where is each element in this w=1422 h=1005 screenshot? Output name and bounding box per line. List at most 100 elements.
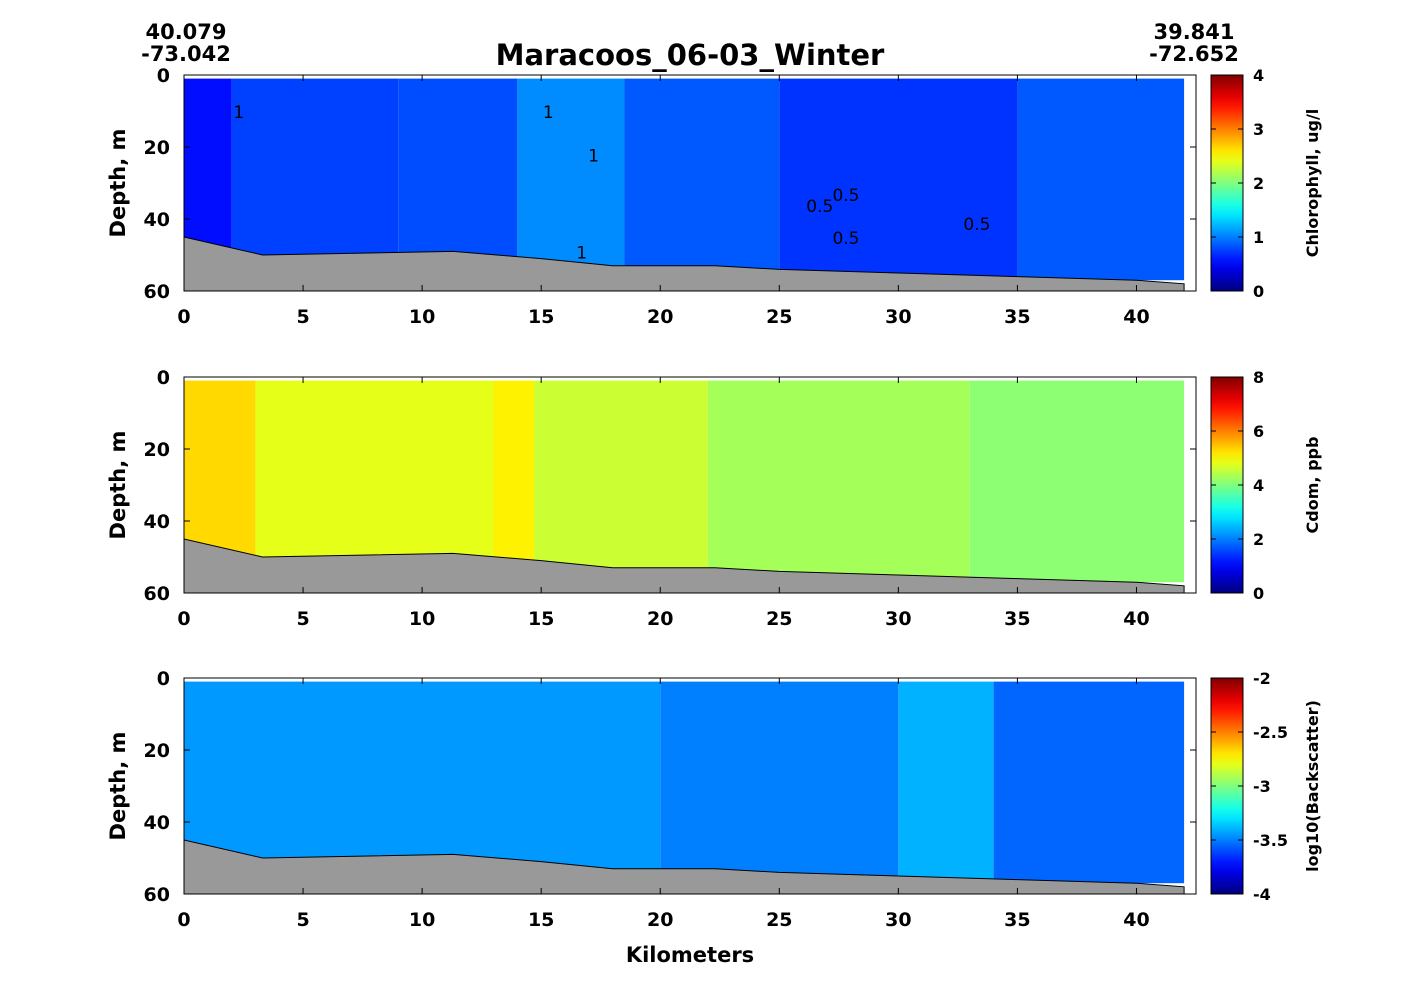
chlorophyll-y-axis-label: Depth, m (106, 129, 130, 238)
chlorophyll-contour-label: 0.5 (806, 197, 833, 217)
cdom-y-tick-label: 60 (144, 583, 170, 605)
cdom-colorbar-tick-label: 6 (1253, 422, 1264, 441)
cdom-section-3 (493, 380, 535, 583)
chlorophyll-colorbar-tick-label: 3 (1253, 120, 1264, 139)
backscatter-colorbar-tick-label: -3 (1253, 777, 1271, 796)
backscatter-colorbar-tick-label: -2.5 (1253, 723, 1288, 742)
chlorophyll-colorbar-tick-label: 4 (1253, 66, 1264, 85)
start-latitude: 40.079 (145, 20, 226, 44)
chlorophyll-x-tick-label: 25 (766, 306, 792, 328)
backscatter-colorbar-tick-label: -2 (1253, 669, 1271, 688)
backscatter-x-tick-label: 25 (766, 909, 792, 931)
cdom-y-axis-label: Depth, m (106, 431, 130, 540)
cdom-colorbar-tick-label: 2 (1253, 530, 1264, 549)
backscatter-x-tick-label: 5 (296, 909, 309, 931)
chlorophyll-contour-label: 1 (233, 103, 244, 123)
backscatter-colorbar-label: log10(Backscatter) (1303, 700, 1322, 872)
backscatter-colorbar (1210, 677, 1244, 895)
backscatter-colorbar-tick-label: -3.5 (1253, 831, 1288, 850)
chlorophyll-section-5 (624, 78, 780, 281)
chlorophyll-x-tick-label: 0 (177, 306, 190, 328)
backscatter-bathymetry (183, 839, 1185, 895)
cdom-section-6 (969, 380, 1185, 583)
backscatter-x-tick-label: 20 (647, 909, 673, 931)
cdom-panel: 0 5 10 15 20 25 30 35 40 0 20 40 60 Depth, m 0 2 4 6 8 Cdom… (106, 367, 1322, 630)
cdom-y-tick-label: 0 (157, 367, 170, 389)
cdom-x-tick-label: 0 (177, 608, 190, 630)
chlorophyll-section-3 (398, 78, 518, 281)
start-longitude: -73.042 (141, 42, 231, 66)
cdom-x-tick-label: 30 (885, 608, 911, 630)
chlorophyll-axes (183, 74, 1197, 292)
cdom-section-5 (707, 380, 970, 583)
cdom-x-tick-label: 40 (1123, 608, 1149, 630)
backscatter-x-tick-label: 15 (528, 909, 554, 931)
backscatter-x-tick-label: 10 (409, 909, 435, 931)
chlorophyll-section-4 (517, 78, 625, 281)
chlorophyll-y-tick-label: 40 (144, 209, 170, 231)
chlorophyll-x-tick-label: 10 (409, 306, 435, 328)
backscatter-y-axis-label: Depth, m (106, 732, 130, 841)
x-axis-label: Kilometers (626, 943, 754, 967)
cdom-axes (183, 376, 1197, 594)
chlorophyll-contour-label: 1 (588, 146, 599, 166)
chlorophyll-x-tick-label: 35 (1004, 306, 1030, 328)
backscatter-section-3 (898, 681, 994, 884)
cdom-x-tick-label: 10 (409, 608, 435, 630)
chlorophyll-x-tick-label: 30 (885, 306, 911, 328)
backscatter-axes (183, 677, 1197, 895)
cdom-colorbar-label: Cdom, ppb (1303, 437, 1322, 534)
end-longitude: -72.652 (1149, 42, 1239, 66)
chlorophyll-colorbar-label: Chlorophyll, ug/l (1303, 109, 1322, 258)
chlorophyll-colorbar-tick-label: 2 (1253, 174, 1264, 193)
backscatter-y-tick-label: 20 (144, 740, 170, 762)
end-latitude: 39.841 (1153, 20, 1234, 44)
backscatter-x-tick-label: 0 (177, 909, 190, 931)
backscatter-section-1 (184, 681, 661, 884)
cdom-colorbar-tick-label: 4 (1253, 476, 1264, 495)
backscatter-section-2 (660, 681, 899, 884)
chlorophyll-contour-label: 0.5 (832, 186, 859, 206)
cdom-section-2 (255, 380, 494, 583)
chlorophyll-x-tick-label: 15 (528, 306, 554, 328)
backscatter-y-tick-label: 40 (144, 812, 170, 834)
chlorophyll-bathymetry (183, 236, 1185, 292)
chlorophyll-colorbar (1210, 74, 1244, 292)
chlorophyll-colorbar-tick-label: 0 (1253, 282, 1264, 301)
cdom-colorbar-tick-label: 8 (1253, 368, 1264, 387)
chlorophyll-x-tick-label: 40 (1123, 306, 1149, 328)
chlorophyll-y-tick-label: 0 (157, 65, 170, 87)
chlorophyll-contour-label: 1 (576, 244, 587, 264)
chlorophyll-contour-label: 1 (543, 103, 554, 123)
cdom-colorbar-tick-label: 0 (1253, 584, 1264, 603)
backscatter-x-tick-label: 40 (1123, 909, 1149, 931)
cdom-section-4 (534, 380, 708, 583)
backscatter-y-tick-label: 0 (157, 668, 170, 690)
chlorophyll-y-tick-label: 20 (144, 137, 170, 159)
chlorophyll-contour-label: 0.5 (832, 229, 859, 249)
backscatter-colorbar-tick-label: -4 (1253, 885, 1271, 904)
chlorophyll-y-tick-label: 60 (144, 281, 170, 303)
backscatter-x-tick-label: 30 (885, 909, 911, 931)
cdom-x-tick-label: 20 (647, 608, 673, 630)
backscatter-x-tick-label: 35 (1004, 909, 1030, 931)
chlorophyll-contour-label: 0.5 (963, 215, 990, 235)
backscatter-section-4 (993, 681, 1185, 884)
cdom-x-tick-label: 15 (528, 608, 554, 630)
chlorophyll-x-tick-label: 5 (296, 306, 309, 328)
cdom-x-tick-label: 25 (766, 608, 792, 630)
backscatter-panel: 0 5 10 15 20 25 30 35 40 0 20 40 60 Depth, m -4 -3.5 -3 -… (106, 668, 1322, 931)
chlorophyll-section-6 (779, 78, 1018, 281)
cdom-y-tick-label: 40 (144, 511, 170, 533)
cdom-x-tick-label: 5 (296, 608, 309, 630)
chlorophyll-colorbar-tick-label: 1 (1253, 228, 1264, 247)
chlorophyll-x-tick-label: 20 (647, 306, 673, 328)
cdom-bathymetry (183, 538, 1185, 594)
cdom-x-tick-label: 35 (1004, 608, 1030, 630)
backscatter-y-tick-label: 60 (144, 884, 170, 906)
chlorophyll-section-7 (1017, 78, 1185, 281)
cdom-colorbar (1210, 376, 1244, 594)
